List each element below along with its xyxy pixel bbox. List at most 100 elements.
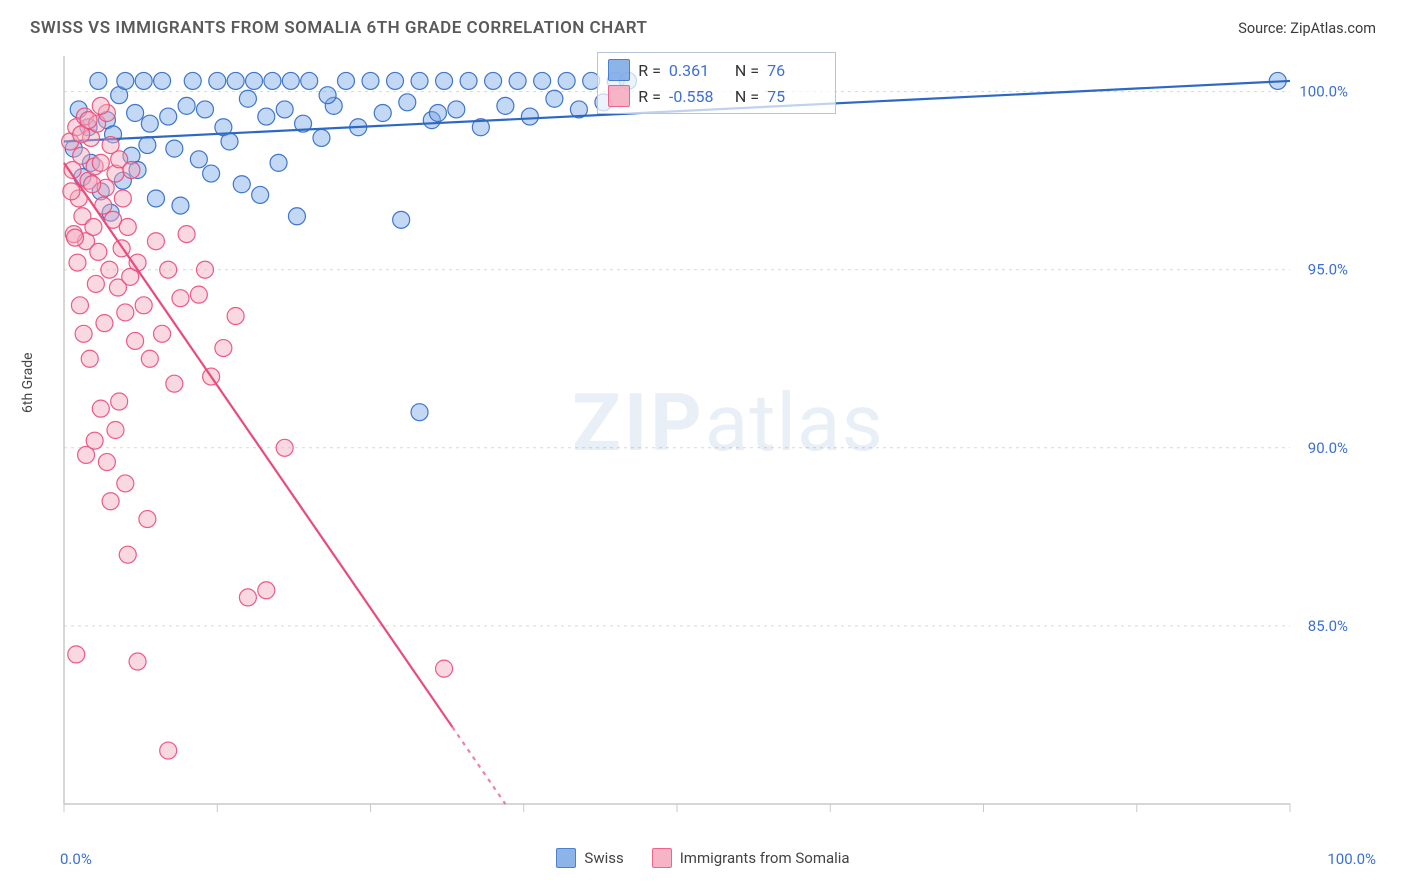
scatter-point (69, 254, 86, 271)
scatter-point (139, 137, 156, 154)
scatter-point (135, 72, 152, 89)
scatter-point (203, 165, 220, 182)
chart-source: Source: ZipAtlas.com (1238, 20, 1376, 37)
scatter-point (75, 325, 92, 342)
scatter-point (92, 154, 109, 171)
scatter-point (71, 297, 88, 314)
scatter-point (139, 511, 156, 528)
scatter-point (233, 176, 250, 193)
scatter-point (141, 350, 158, 367)
scatter-point (98, 454, 115, 471)
scatter-point (160, 261, 177, 278)
scatter-point (90, 243, 107, 260)
scatter-point (147, 233, 164, 250)
scatter-point (258, 108, 275, 125)
scatter-point (160, 108, 177, 125)
scatter-point (117, 304, 134, 321)
scatter-point (114, 190, 131, 207)
scatter-point (362, 72, 379, 89)
scatter-point (111, 393, 128, 410)
scatter-point (123, 161, 140, 178)
scatter-point (119, 546, 136, 563)
legend: Swiss Immigrants from Somalia (0, 848, 1406, 868)
legend-item: Swiss (556, 848, 623, 868)
scatter-point (87, 275, 104, 292)
stats-row: R = -0.558 N = 75 (608, 83, 825, 109)
scatter-point (534, 72, 551, 89)
scatter-point (270, 154, 287, 171)
scatter-point (196, 261, 213, 278)
trend-line-dashed (452, 727, 505, 804)
scatter-point (127, 104, 144, 121)
n-value: 76 (767, 61, 825, 80)
correlation-stats-box: R =0.361N =76R =-0.558N =75 (597, 52, 836, 114)
scatter-point (92, 400, 109, 417)
n-label: N = (735, 87, 759, 106)
scatter-point (485, 72, 502, 89)
scatter-point (393, 211, 410, 228)
chart-area: 6th Grade 85.0%90.0%95.0%100.0% ZIPatlas (60, 52, 1396, 824)
y-tick-label: 95.0% (1308, 261, 1348, 279)
scatter-point (80, 112, 97, 129)
r-label: R = (638, 87, 661, 106)
scatter-point (178, 226, 195, 243)
scatter-point (239, 90, 256, 107)
trend-line (64, 163, 452, 727)
chart-header: SWISS VS IMMIGRANTS FROM SOMALIA 6TH GRA… (0, 0, 1406, 48)
scatter-point (509, 72, 526, 89)
legend-label: Immigrants from Somalia (680, 849, 850, 867)
scatter-point (239, 589, 256, 606)
scatter-point (101, 261, 118, 278)
scatter-point (81, 350, 98, 367)
scatter-point (246, 72, 263, 89)
scatter-point (374, 104, 391, 121)
scatter-point (172, 197, 189, 214)
scatter-point (154, 72, 171, 89)
r-value: -0.558 (669, 87, 727, 106)
y-tick-label: 85.0% (1308, 617, 1348, 635)
scatter-point (252, 186, 269, 203)
scatter-point (313, 129, 330, 146)
scatter-point (96, 315, 113, 332)
legend-label: Swiss (584, 849, 623, 867)
scatter-point (127, 332, 144, 349)
scatter-point (190, 151, 207, 168)
scatter-point (209, 72, 226, 89)
scatter-point (436, 72, 453, 89)
scatter-point (258, 582, 275, 599)
scatter-point (546, 90, 563, 107)
stats-row: R =0.361N =76 (608, 57, 825, 83)
scatter-point (86, 432, 103, 449)
scatter-point (135, 297, 152, 314)
scatter-point (319, 87, 336, 104)
chart-title: SWISS VS IMMIGRANTS FROM SOMALIA 6TH GRA… (30, 18, 647, 38)
scatter-point (264, 72, 281, 89)
scatter-point (301, 72, 318, 89)
scatter-point (436, 660, 453, 677)
scatter-point (147, 190, 164, 207)
scatter-point (282, 72, 299, 89)
scatter-point (172, 290, 189, 307)
n-value: 75 (767, 87, 825, 106)
n-label: N = (735, 61, 759, 80)
scatter-point (129, 653, 146, 670)
scatter-point (190, 286, 207, 303)
y-axis-label: 6th Grade (20, 352, 36, 413)
scatter-point (227, 308, 244, 325)
scatter-point (67, 229, 84, 246)
scatter-point (92, 97, 109, 114)
scatter-point (166, 140, 183, 157)
scatter-point (84, 176, 101, 193)
legend-swatch-icon (608, 85, 630, 107)
scatter-point (141, 115, 158, 132)
scatter-point (276, 101, 293, 118)
scatter-point (196, 101, 213, 118)
scatter-point (160, 742, 177, 759)
scatter-point (288, 208, 305, 225)
scatter-point (68, 646, 85, 663)
y-tick-label: 100.0% (1299, 83, 1348, 101)
scatter-point (221, 133, 238, 150)
scatter-point (411, 404, 428, 421)
scatter-point (117, 475, 134, 492)
scatter-point (558, 72, 575, 89)
